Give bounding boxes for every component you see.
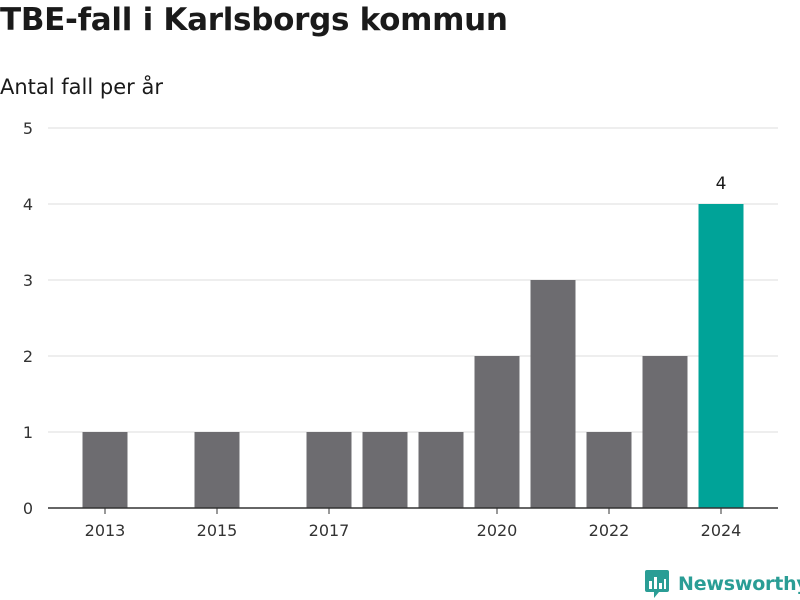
y-tick-label: 2 [23,347,33,366]
y-tick-label: 0 [23,499,33,518]
bar-2023 [642,356,688,508]
chart-subtitle: Antal fall per år [0,75,163,99]
y-tick-label: 5 [23,119,33,138]
bars [82,204,744,508]
data-labels: 4 [716,174,727,194]
bar-2015 [194,432,240,508]
y-tick-label: 3 [23,271,33,290]
y-tick-label: 4 [23,195,33,214]
logo-text: Newsworthy [678,573,800,595]
newsworthy-logo: Newsworthy [644,569,800,599]
x-tick-label-2024: 2024 [701,521,742,540]
x-axis-ticks: 2013 2015 2017 2020 2022 2024 [48,507,778,540]
bar-2024 [698,204,744,508]
bar-2018 [362,432,408,508]
bar-2022 [586,432,632,508]
y-axis-ticks: 0 1 2 3 4 5 [23,119,33,518]
bar-chart-speech-bubble-icon [645,570,669,598]
data-label-2024: 4 [716,174,727,194]
bar-2017 [306,432,352,508]
chart-title: TBE-fall i Karlsborgs kommun [0,2,508,38]
x-tick-label-2015: 2015 [197,521,238,540]
bar-2019 [418,432,464,508]
bar-2020 [474,356,520,508]
bar-2021 [530,280,576,508]
y-tick-label: 1 [23,423,33,442]
bar-2013 [82,432,128,508]
x-tick-label-2017: 2017 [309,521,350,540]
x-tick-label-2013: 2013 [85,521,126,540]
x-tick-label-2020: 2020 [477,521,518,540]
x-tick-label-2022: 2022 [589,521,630,540]
